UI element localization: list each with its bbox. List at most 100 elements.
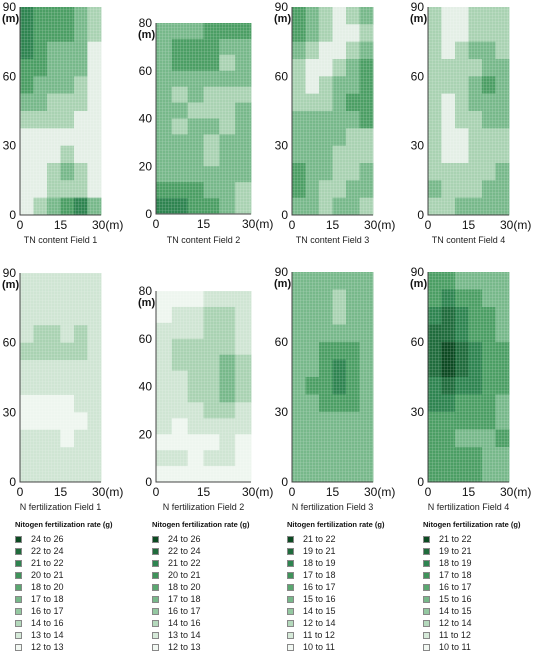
legend-item: 14 to 16: [15, 617, 145, 629]
legend-label: 13 to 14: [31, 630, 64, 640]
legend-swatch: [423, 643, 430, 651]
legend-item: 18 to 20: [152, 581, 282, 593]
legend-item: 17 to 18: [287, 569, 417, 581]
axis-line: [427, 7, 509, 216]
y-tick-label: 0: [281, 208, 288, 222]
axis-line: [19, 7, 101, 216]
legend-swatch: [152, 583, 159, 591]
legend-label: 13 to 14: [168, 630, 201, 640]
legend-label: 10 to 11: [439, 642, 471, 652]
legend-item: 21 to 22: [152, 557, 282, 569]
legend-label: 21 to 22: [439, 534, 472, 544]
legend-swatch: [152, 535, 159, 543]
sampling-grid-overlay: [292, 7, 373, 215]
chart-panel-7: 0 30 60 90(m) 0 15 30(m) N fertilization Field …: [274, 265, 395, 512]
legend-label: 17 to 18: [303, 570, 336, 580]
x-tick-label: 15: [197, 217, 211, 231]
y-tick-label: 0: [145, 207, 152, 221]
legend-label: 19 to 21: [303, 546, 336, 556]
legend-item: 21 to 22: [15, 557, 145, 569]
legend-swatch: [423, 571, 430, 579]
legend-swatch: [423, 547, 430, 555]
panel-caption: N fertilization Field 1: [20, 502, 102, 512]
legend-item: 24 to 26: [152, 533, 282, 545]
legend-item: 21 to 22: [423, 533, 550, 545]
x-tick-label: 30(m): [364, 218, 395, 232]
axis-line: [155, 291, 251, 483]
x-tick-label: 30(m): [242, 217, 273, 231]
legend-swatch: [152, 643, 159, 651]
chart-panel-2: 0 20 40 60 80(m) 0 15 30(m)TN content Field 2: [138, 16, 273, 245]
y-tick-label: 90: [3, 0, 17, 14]
legend-title: Nitogen fertilization rate (g): [152, 520, 250, 529]
legend-item: 18 to 19: [423, 557, 550, 569]
x-tick-label: 30(m): [500, 218, 531, 232]
y-unit-label: (m): [274, 278, 291, 290]
legend-label: 12 to 13: [168, 642, 201, 652]
legend-label: 14 to 15: [439, 606, 472, 616]
legend-label: 24 to 26: [31, 534, 64, 544]
legend-title: Nitogen fertilization rate (g): [15, 520, 113, 529]
legend-swatch: [287, 607, 294, 615]
legend-swatch: [15, 631, 22, 639]
chart-panel-3: 0 30 60 90(m) 0 15 30(m) TN content Field 3: [274, 0, 395, 245]
legend-item: 19 to 21: [287, 545, 417, 557]
legend-swatch: [152, 547, 159, 555]
legend-label: 22 to 24: [31, 546, 64, 556]
x-tick-label: 15: [326, 218, 340, 232]
y-tick-label: 30: [3, 139, 17, 153]
legend-item: 20 to 21: [15, 569, 145, 581]
x-tick-label: 30(m): [500, 485, 531, 499]
legend-label: 16 to 17: [31, 606, 64, 616]
chart-panel-1: 0 30 60 90(m) 0 15 30(m) TN content Field 1: [2, 0, 123, 245]
legend-item: 10 to 11: [423, 641, 550, 653]
legend-swatch: [15, 571, 22, 579]
legend-swatch: [287, 619, 294, 627]
legend-item: 13 to 14: [15, 629, 145, 641]
legend-label: 14 to 16: [168, 618, 201, 628]
y-tick-label: 40: [139, 380, 153, 394]
legend-item: 19 to 21: [423, 545, 550, 557]
legend-item: 22 to 24: [152, 545, 282, 557]
legend-item: 11 to 12: [423, 629, 550, 641]
panel-caption: TN content Field 1: [24, 235, 98, 245]
legend-label: 20 to 21: [168, 570, 201, 580]
y-tick-label: 40: [139, 112, 153, 126]
legend-label: 21 to 22: [168, 558, 201, 568]
legend-swatch: [152, 607, 159, 615]
legend-swatch: [152, 571, 159, 579]
legend-item: 17 to 18: [152, 593, 282, 605]
y-tick-label: 60: [139, 64, 153, 78]
legend-label: 11 to 12: [439, 630, 471, 640]
sampling-grid-overlay: [428, 272, 509, 482]
y-tick-label: 30: [3, 405, 17, 419]
legend-swatch: [287, 547, 294, 555]
x-tick-label: 0: [17, 485, 24, 499]
legend-swatch: [287, 535, 294, 543]
axis-line: [291, 7, 373, 216]
legend-item: 24 to 26: [15, 533, 145, 545]
y-tick-label: 0: [9, 475, 16, 489]
y-unit-label: (m): [2, 13, 19, 25]
legend-item: 12 to 14: [423, 617, 550, 629]
y-tick-label: 30: [275, 139, 289, 153]
chart-panel-5: 0 30 60 90(m) 0 15 30(m) N fertilization Field …: [2, 266, 123, 512]
x-tick-label: 15: [462, 218, 476, 232]
legend-label: 21 to 22: [303, 534, 336, 544]
legend-swatch: [423, 559, 430, 567]
legend-swatch: [152, 619, 159, 627]
legend-item: 16 to 17: [423, 581, 550, 593]
y-unit-label: (m): [274, 13, 291, 25]
x-tick-label: 15: [326, 485, 340, 499]
legend-item: 14 to 15: [423, 605, 550, 617]
axis-line: [291, 272, 373, 483]
legend-item: 14 to 16: [152, 617, 282, 629]
legend-label: 17 to 18: [439, 570, 472, 580]
legend-swatch: [423, 583, 430, 591]
legend-swatch: [152, 631, 159, 639]
legend-swatch: [423, 535, 430, 543]
panel-caption: N fertilization Field 3: [292, 502, 374, 512]
legend-item: 12 to 13: [152, 641, 282, 653]
legend-label: 18 to 19: [439, 558, 472, 568]
legend-item: 15 to 16: [287, 593, 417, 605]
